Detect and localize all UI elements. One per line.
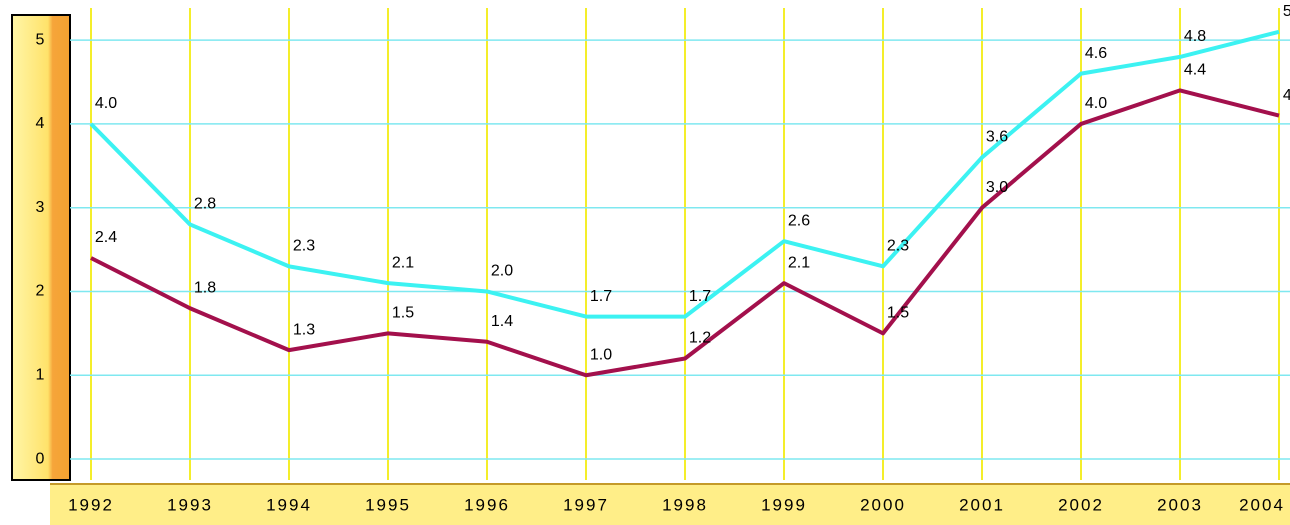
y-tick-label: 5 xyxy=(36,31,45,48)
x-tick-label: 1998 xyxy=(662,495,708,514)
data-label: 4.6 xyxy=(1085,45,1107,62)
data-label: 1.5 xyxy=(887,305,909,322)
data-label: 1.5 xyxy=(392,305,414,322)
data-label: 3.6 xyxy=(986,129,1008,146)
y-axis-panel xyxy=(11,14,71,481)
y-tick-label: 3 xyxy=(36,199,45,216)
x-tick-label: 2003 xyxy=(1157,495,1203,514)
x-tick-label: 2002 xyxy=(1058,495,1104,514)
x-tick-label: 1997 xyxy=(563,495,609,514)
data-label: 2.1 xyxy=(788,254,810,271)
data-label: 2.6 xyxy=(788,212,810,229)
x-tick-label: 1993 xyxy=(167,495,213,514)
x-tick-label: 2000 xyxy=(860,495,906,514)
x-tick-label: 1995 xyxy=(365,495,411,514)
data-label: 1.7 xyxy=(689,288,711,305)
x-tick-label: 1999 xyxy=(761,495,807,514)
x-axis-panel xyxy=(50,484,1290,525)
data-label: 1.8 xyxy=(194,279,216,296)
data-label: 4.4 xyxy=(1184,62,1206,79)
data-label: 1.4 xyxy=(491,313,513,330)
data-label: 1.3 xyxy=(293,321,315,338)
series-line xyxy=(89,29,1280,319)
data-label: 3.0 xyxy=(986,179,1008,196)
y-tick-label: 1 xyxy=(36,366,45,383)
data-label: 2.1 xyxy=(392,254,414,271)
x-tick-label: 1992 xyxy=(68,495,114,514)
data-label: 1.0 xyxy=(590,346,612,363)
series-line xyxy=(90,88,1280,378)
y-tick-label: 4 xyxy=(36,115,45,132)
x-tick-label: 1996 xyxy=(464,495,510,514)
y-tick-label: 0 xyxy=(36,450,45,467)
x-tick-label: 2004 xyxy=(1239,495,1285,514)
data-label: 2.4 xyxy=(95,229,117,246)
data-label: 4.0 xyxy=(1085,95,1107,112)
data-label: 2.3 xyxy=(887,238,909,255)
y-tick-label: 2 xyxy=(36,283,45,300)
data-label: 4.1 xyxy=(1283,87,1290,104)
data-label: 5.1 xyxy=(1283,3,1290,20)
data-label: 2.8 xyxy=(194,196,216,213)
data-label: 4.0 xyxy=(95,95,117,112)
data-label: 2.3 xyxy=(293,238,315,255)
data-label: 4.8 xyxy=(1184,28,1206,45)
x-tick-label: 1994 xyxy=(266,495,312,514)
x-tick-label: 2001 xyxy=(959,495,1005,514)
data-label: 1.7 xyxy=(590,288,612,305)
data-label: 1.2 xyxy=(689,330,711,347)
data-label: 2.0 xyxy=(491,263,513,280)
